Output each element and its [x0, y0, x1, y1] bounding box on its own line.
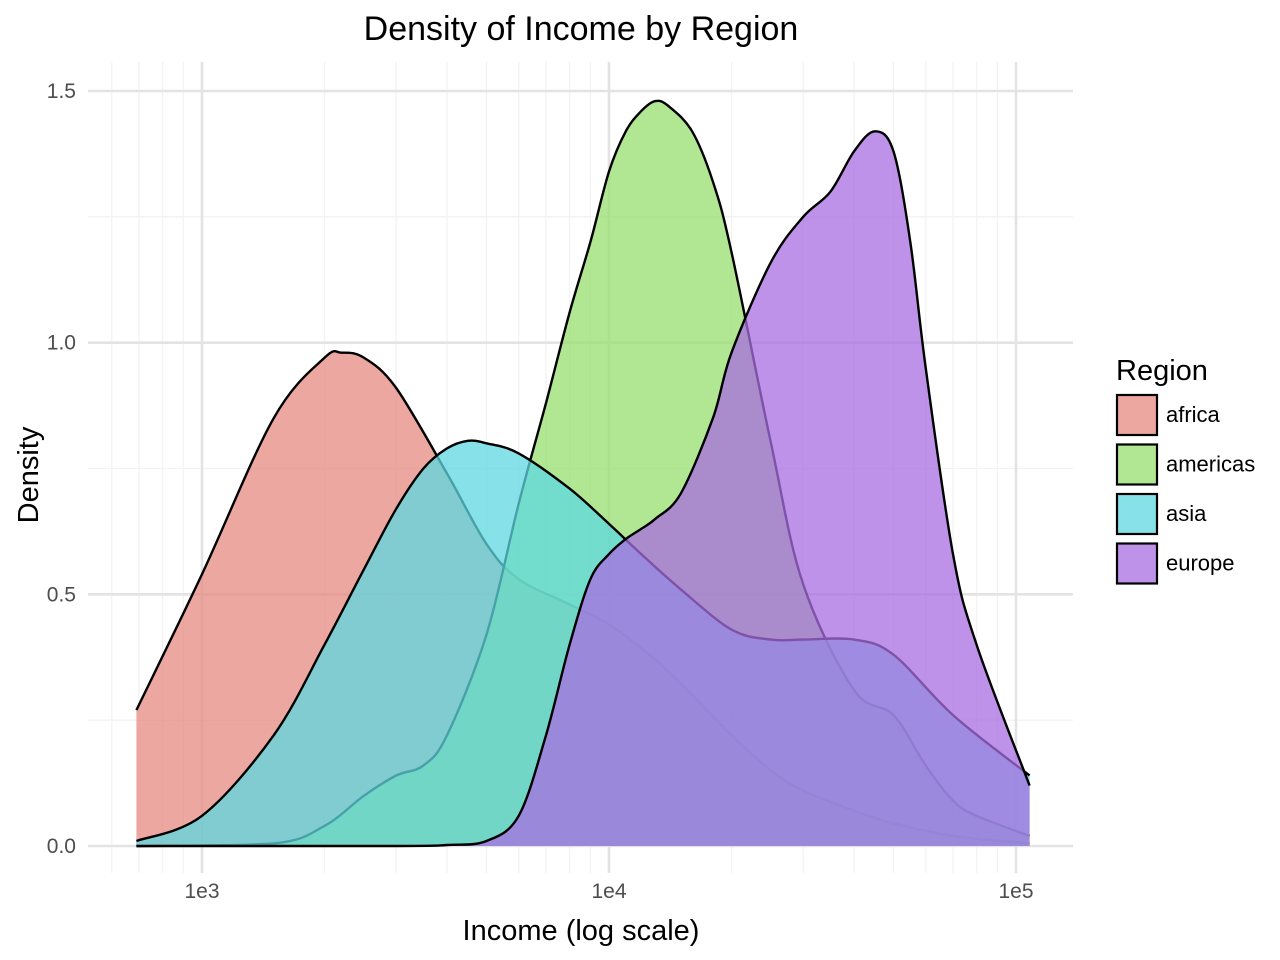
y-tick-label: 0.5 — [47, 583, 76, 606]
x-tick-label: 1e3 — [184, 880, 219, 903]
y-tick-label: 1.5 — [47, 80, 76, 103]
legend-label-americas: americas — [1166, 452, 1255, 477]
density-areas — [135, 99, 1031, 848]
y-axis-ticks: 0.0 0.5 1.0 1.5 — [47, 80, 76, 858]
legend-label-africa: africa — [1166, 402, 1221, 427]
density-area-europe — [136, 131, 1030, 847]
legend-swatch-africa — [1115, 393, 1159, 437]
density-line-europe — [136, 130, 1031, 848]
legend-label-asia: asia — [1166, 501, 1207, 526]
y-tick-label: 1.0 — [47, 332, 76, 355]
legend-item-asia: asia — [1115, 492, 1207, 536]
legend-item-europe: europe — [1115, 542, 1235, 585]
x-axis-title: Income (log scale) — [463, 915, 700, 947]
x-tick-label: 1e4 — [591, 880, 626, 903]
legend-swatch-europe — [1115, 542, 1159, 585]
y-tick-label: 0.0 — [47, 835, 76, 858]
legend-item-americas: americas — [1115, 443, 1255, 486]
density-series-europe — [136, 130, 1031, 848]
legend-label-europe: europe — [1166, 551, 1235, 576]
x-tick-label: 1e5 — [998, 880, 1033, 903]
legend: Region africa americas asia europe — [1115, 355, 1255, 585]
legend-title: Region — [1116, 355, 1208, 387]
legend-swatch-americas — [1115, 443, 1159, 486]
x-axis-ticks: 1e3 1e4 1e5 — [184, 880, 1033, 903]
y-axis-title: Density — [13, 426, 45, 523]
legend-swatch-asia — [1115, 492, 1159, 536]
legend-item-africa: africa — [1115, 393, 1221, 437]
legend-items: africa americas asia europe — [1115, 393, 1255, 585]
chart-title: Density of Income by Region — [364, 10, 799, 48]
